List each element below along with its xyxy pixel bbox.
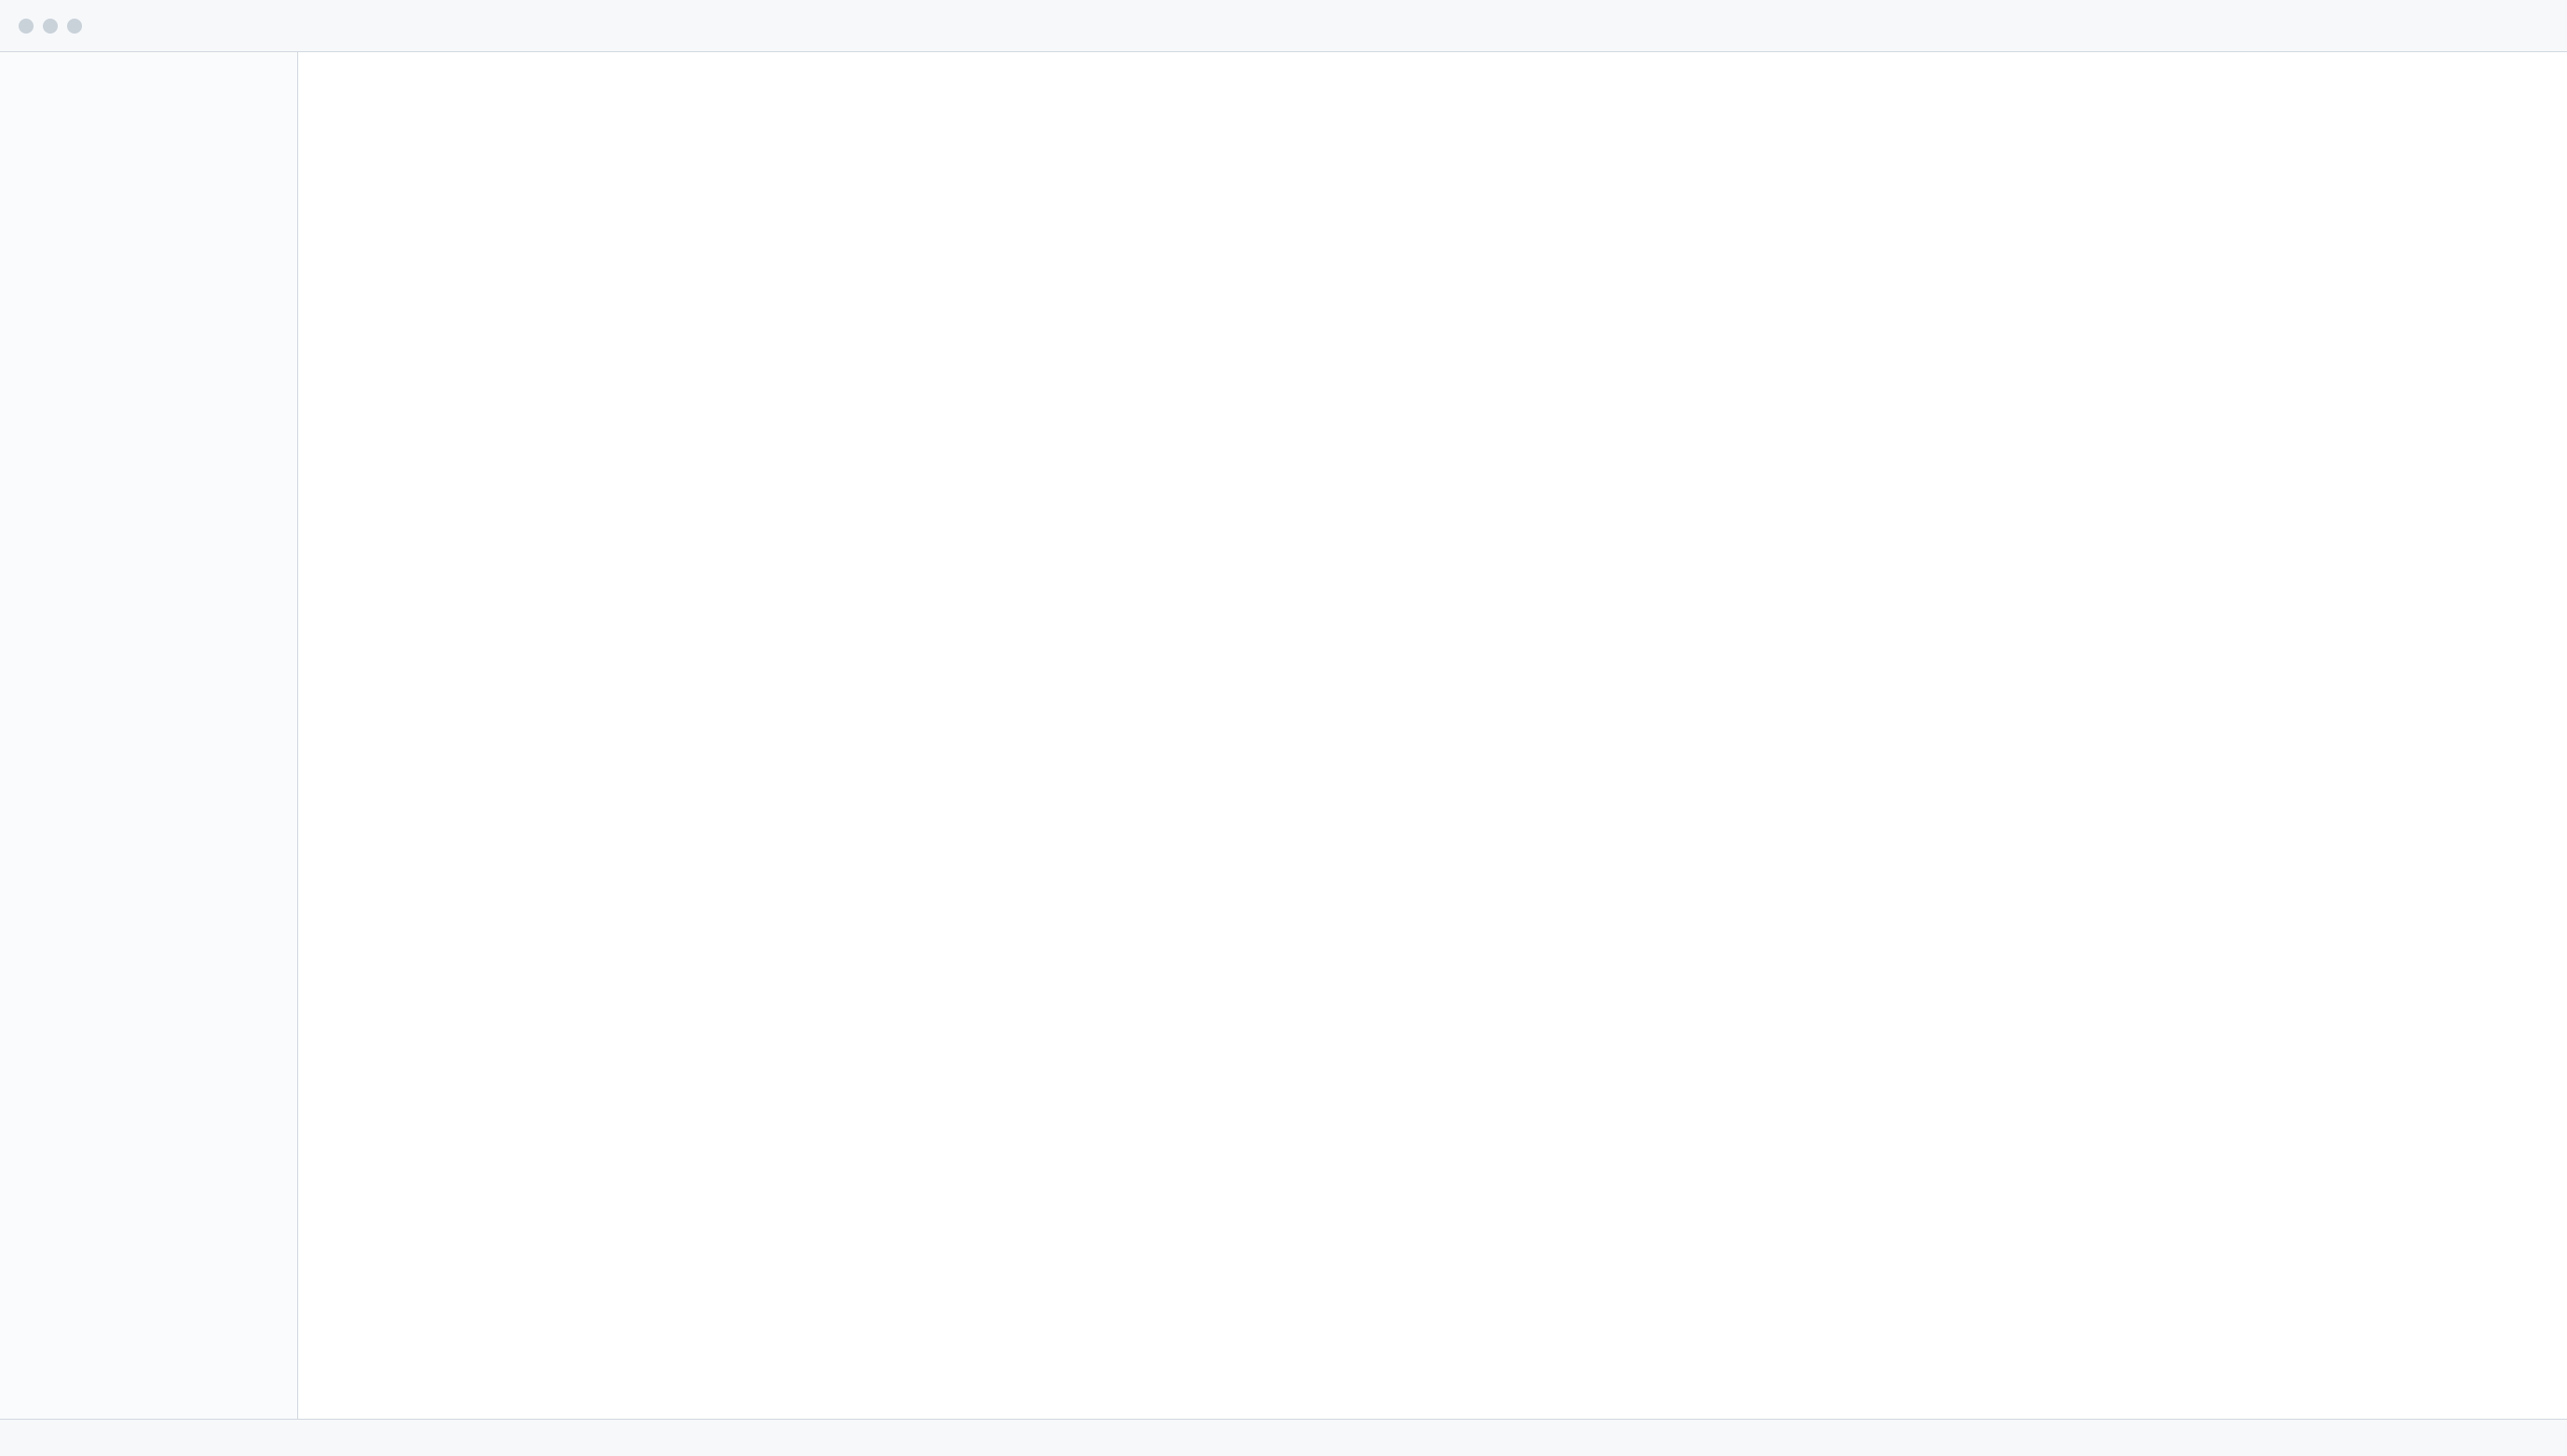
minimize-window-icon[interactable] [43, 18, 58, 34]
page-title [328, 75, 2537, 110]
status-bar [0, 1419, 2567, 1456]
close-window-icon[interactable] [19, 18, 34, 34]
title-bar [0, 0, 2567, 52]
content-pane [298, 52, 2567, 1419]
maximize-window-icon[interactable] [67, 18, 82, 34]
main-area [0, 52, 2567, 1419]
sidebar [0, 52, 298, 1419]
window-controls [19, 18, 82, 34]
